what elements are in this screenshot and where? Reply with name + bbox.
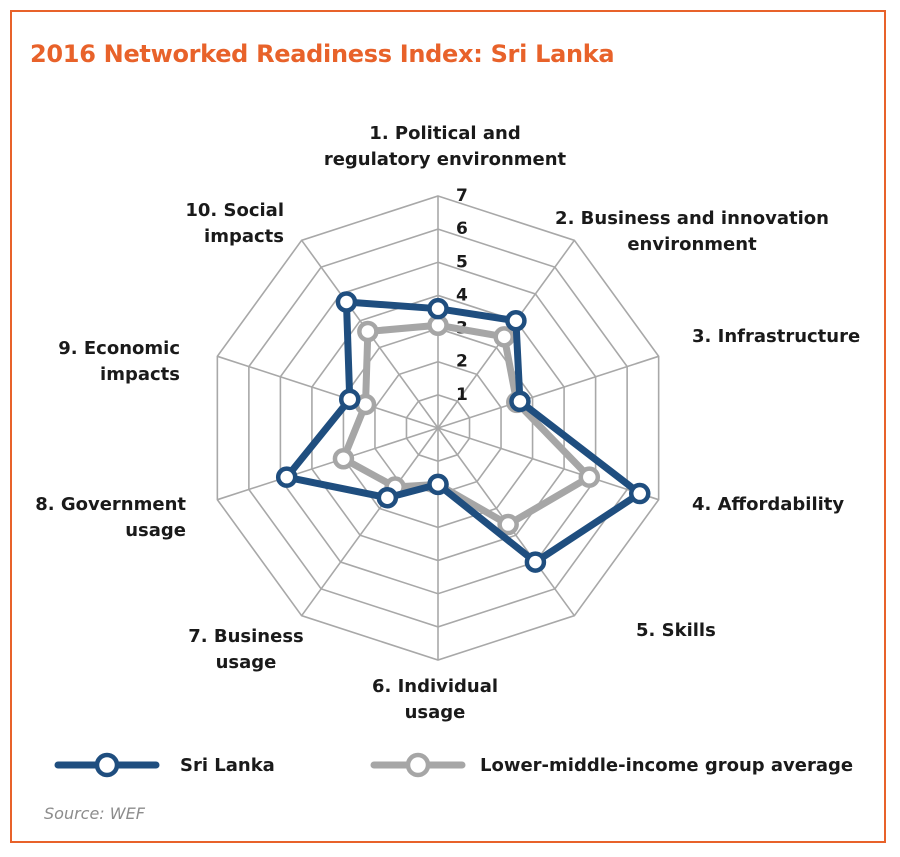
data-point-sri-lanka-5 — [524, 551, 547, 573]
chart-title: 2016 Networked Readiness Index: Sri Lank… — [30, 40, 615, 68]
legend: Sri Lanka Lower-middle-income group avera… — [54, 752, 853, 778]
axis-label-9: 9. Economic impacts — [58, 338, 180, 385]
axis-label-7-line-2: usage — [216, 652, 277, 673]
tick-label-7: 7 — [456, 186, 468, 206]
source-note: Source: WEF — [44, 804, 145, 823]
axis-labels: 1. Political and regulatory environment 2.… — [35, 123, 860, 723]
axis-label-10-line-2: impacts — [204, 226, 284, 247]
grid-spoke-4 — [437, 427, 659, 501]
grid-spoke-7 — [300, 427, 439, 617]
axis-label-5-line-1: 5. Skills — [636, 620, 716, 641]
radar-series — [275, 291, 651, 573]
data-point-sri-lanka-1 — [427, 297, 449, 320]
data-point-lower-middle-income-group-average-5 — [497, 513, 519, 536]
axis-label-5: 5. Skills — [636, 620, 716, 641]
legend-marker-lower-middle-income-group-average — [405, 752, 431, 778]
legend-label-lower-middle-income-group-average: Lower-middle-income group average — [480, 755, 853, 776]
data-point-sri-lanka-3 — [509, 390, 531, 413]
axis-label-9-line-1: 9. Economic — [58, 338, 180, 359]
tick-label-2: 2 — [456, 352, 468, 372]
legend-marker-sri-lanka — [94, 752, 120, 778]
data-point-sri-lanka-7 — [376, 486, 399, 509]
axis-label-2-line-2: environment — [627, 234, 757, 255]
axis-label-10: 10. Social impacts — [185, 200, 284, 247]
axis-label-8-line-2: usage — [125, 520, 186, 541]
data-point-sri-lanka-2 — [505, 309, 527, 332]
tick-label-5: 5 — [456, 252, 468, 272]
tick-label-1: 1 — [456, 385, 468, 405]
axis-label-4-line-1: 4. Affordability — [692, 494, 844, 515]
axis-label-1-line-1: 1. Political and — [369, 123, 520, 144]
tick-label-4: 4 — [456, 285, 468, 305]
axis-label-4: 4. Affordability — [692, 494, 844, 515]
data-point-sri-lanka-10 — [335, 291, 358, 313]
axis-label-6-line-1: 6. Individual — [372, 676, 498, 697]
data-point-sri-lanka-9 — [338, 388, 361, 411]
data-point-sri-lanka-6 — [427, 473, 449, 496]
data-point-sri-lanka-4 — [628, 482, 651, 505]
data-point-lower-middle-income-group-average-4 — [578, 466, 601, 488]
data-point-sri-lanka-8 — [275, 466, 298, 488]
axis-label-6-line-2: usage — [405, 702, 466, 723]
axis-label-7-line-1: 7. Business — [188, 626, 304, 647]
axis-label-6: 6. Individual usage — [372, 676, 498, 723]
series-line-sri-lanka — [283, 298, 644, 566]
axis-label-9-line-2: impacts — [100, 364, 180, 385]
tick-label-6: 6 — [456, 219, 468, 239]
axis-label-3: 3. Infrastructure — [692, 326, 860, 347]
axis-label-8-line-1: 8. Government — [35, 494, 186, 515]
axis-label-7: 7. Business usage — [188, 626, 304, 673]
axis-label-2-line-1: 2. Business and innovation — [555, 208, 829, 229]
grid-spoke-3 — [437, 355, 659, 429]
legend-label-sri-lanka: Sri Lanka — [180, 755, 275, 776]
axis-label-8: 8. Government usage — [35, 494, 186, 541]
axis-label-1: 1. Political and regulatory environment — [324, 123, 567, 170]
axis-label-1-line-2: regulatory environment — [324, 149, 567, 170]
grid-spoke-9 — [217, 355, 439, 429]
radar-grid — [216, 195, 660, 661]
data-point-lower-middle-income-group-average-2 — [493, 326, 515, 348]
axis-label-10-line-1: 10. Social — [185, 200, 284, 221]
data-point-lower-middle-income-group-average-8 — [332, 447, 355, 470]
axis-label-2: 2. Business and innovation environment — [555, 208, 829, 255]
figure-frame — [10, 10, 886, 843]
axis-label-3-line-1: 3. Infrastructure — [692, 326, 860, 347]
grid-spoke-8 — [217, 427, 439, 501]
data-point-lower-middle-income-group-average-10 — [357, 320, 379, 343]
